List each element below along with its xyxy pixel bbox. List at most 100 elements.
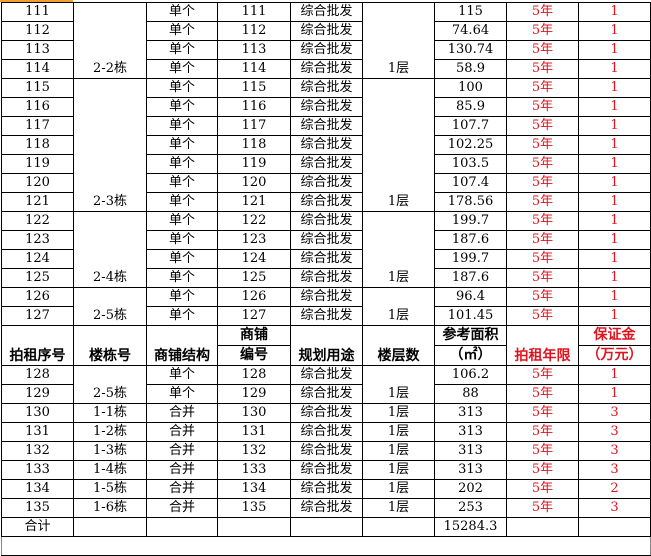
structure-cell[interactable]: 合并 — [146, 422, 218, 442]
lot-number-cell[interactable]: 134 — [1, 479, 74, 499]
deposit-cell[interactable]: 3 — [578, 498, 651, 518]
use-cell[interactable]: 综合批发 — [290, 365, 363, 385]
header-term[interactable]: 拍租年限 — [506, 325, 579, 366]
term-cell[interactable]: 5年 — [506, 365, 579, 385]
lot-number-cell[interactable]: 117 — [1, 116, 74, 136]
floor-cell[interactable]: 1层 — [362, 287, 435, 326]
use-cell[interactable]: 综合批发 — [290, 384, 363, 404]
area-cell[interactable]: 96.4 — [434, 287, 507, 307]
term-cell[interactable]: 5年 — [506, 97, 579, 117]
shop-number-cell[interactable]: 117 — [217, 116, 291, 136]
shop-number-cell[interactable]: 131 — [217, 422, 291, 442]
lot-number-cell[interactable]: 118 — [1, 135, 74, 155]
use-cell[interactable]: 综合批发 — [290, 422, 363, 442]
shop-number-cell[interactable]: 115 — [217, 78, 291, 98]
area-cell[interactable]: 130.74 — [434, 40, 507, 60]
area-cell[interactable]: 253 — [434, 498, 507, 518]
use-cell[interactable]: 综合批发 — [290, 441, 363, 461]
use-cell[interactable]: 综合批发 — [290, 306, 363, 326]
structure-cell[interactable]: 单个 — [146, 211, 218, 231]
area-cell[interactable]: 107.7 — [434, 116, 507, 136]
structure-cell[interactable]: 单个 — [146, 21, 218, 41]
lot-number-cell[interactable]: 122 — [1, 211, 74, 231]
deposit-cell[interactable]: 1 — [578, 287, 651, 307]
shop-number-cell[interactable]: 122 — [217, 211, 291, 231]
shop-number-cell[interactable]: 112 — [217, 21, 291, 41]
area-cell[interactable]: 187.6 — [434, 268, 507, 288]
floor-cell[interactable]: 1层 — [362, 211, 435, 288]
structure-cell[interactable]: 单个 — [146, 116, 218, 136]
building-cell[interactable]: 2-2栋 — [73, 2, 147, 79]
area-cell[interactable]: 58.9 — [434, 59, 507, 79]
shop-number-cell[interactable]: 130 — [217, 403, 291, 423]
floor-cell[interactable]: 1层 — [362, 460, 435, 480]
shop-number-cell[interactable]: 118 — [217, 135, 291, 155]
area-cell[interactable]: 199.7 — [434, 211, 507, 231]
cell[interactable] — [217, 517, 291, 537]
building-cell[interactable]: 1-5栋 — [73, 479, 147, 499]
header-area[interactable]: 参考面积 （㎡） — [434, 325, 507, 366]
header-shop-no[interactable]: 商铺 编号 — [217, 325, 291, 366]
shop-number-cell[interactable]: 133 — [217, 460, 291, 480]
deposit-cell[interactable]: 1 — [578, 249, 651, 269]
area-cell[interactable]: 178.56 — [434, 192, 507, 212]
header-use[interactable]: 规划用途 — [290, 325, 363, 366]
structure-cell[interactable]: 单个 — [146, 192, 218, 212]
lot-number-cell[interactable]: 112 — [1, 21, 74, 41]
blank-cell[interactable] — [1, 536, 651, 556]
term-cell[interactable]: 5年 — [506, 403, 579, 423]
building-cell[interactable]: 1-3栋 — [73, 441, 147, 461]
shop-number-cell[interactable]: 119 — [217, 154, 291, 174]
term-cell[interactable]: 5年 — [506, 306, 579, 326]
deposit-cell[interactable]: 1 — [578, 97, 651, 117]
building-cell[interactable]: 1-1栋 — [73, 403, 147, 423]
cell[interactable] — [290, 517, 363, 537]
building-cell[interactable]: 1-2栋 — [73, 422, 147, 442]
term-cell[interactable]: 5年 — [506, 479, 579, 499]
use-cell[interactable]: 综合批发 — [290, 173, 363, 193]
structure-cell[interactable]: 合并 — [146, 498, 218, 518]
use-cell[interactable]: 综合批发 — [290, 287, 363, 307]
lot-number-cell[interactable]: 115 — [1, 78, 74, 98]
lot-number-cell[interactable]: 133 — [1, 460, 74, 480]
floor-cell[interactable]: 1层 — [362, 365, 435, 404]
floor-cell[interactable]: 1层 — [362, 2, 435, 79]
term-cell[interactable]: 5年 — [506, 154, 579, 174]
lot-number-cell[interactable]: 124 — [1, 249, 74, 269]
shop-number-cell[interactable]: 128 — [217, 365, 291, 385]
deposit-cell[interactable]: 1 — [578, 2, 651, 22]
term-cell[interactable]: 5年 — [506, 384, 579, 404]
use-cell[interactable]: 综合批发 — [290, 40, 363, 60]
cell[interactable] — [578, 517, 651, 537]
structure-cell[interactable]: 合并 — [146, 403, 218, 423]
term-cell[interactable]: 5年 — [506, 441, 579, 461]
lot-number-cell[interactable]: 123 — [1, 230, 74, 250]
structure-cell[interactable]: 单个 — [146, 365, 218, 385]
deposit-cell[interactable]: 1 — [578, 365, 651, 385]
building-cell[interactable]: 2-5栋 — [73, 287, 147, 326]
structure-cell[interactable]: 单个 — [146, 249, 218, 269]
lot-number-cell[interactable]: 114 — [1, 59, 74, 79]
area-cell[interactable]: 88 — [434, 384, 507, 404]
deposit-cell[interactable]: 1 — [578, 230, 651, 250]
area-cell[interactable]: 100 — [434, 78, 507, 98]
lot-number-cell[interactable]: 119 — [1, 154, 74, 174]
structure-cell[interactable]: 单个 — [146, 2, 218, 22]
term-cell[interactable]: 5年 — [506, 2, 579, 22]
lot-number-cell[interactable]: 120 — [1, 173, 74, 193]
lot-number-cell[interactable]: 113 — [1, 40, 74, 60]
deposit-cell[interactable]: 3 — [578, 422, 651, 442]
deposit-cell[interactable]: 1 — [578, 21, 651, 41]
area-cell[interactable]: 101.45 — [434, 306, 507, 326]
area-cell[interactable]: 103.5 — [434, 154, 507, 174]
shop-number-cell[interactable]: 132 — [217, 441, 291, 461]
use-cell[interactable]: 综合批发 — [290, 211, 363, 231]
area-cell[interactable]: 102.25 — [434, 135, 507, 155]
shop-number-cell[interactable]: 123 — [217, 230, 291, 250]
shop-number-cell[interactable]: 125 — [217, 268, 291, 288]
deposit-cell[interactable]: 1 — [578, 59, 651, 79]
use-cell[interactable]: 综合批发 — [290, 460, 363, 480]
shop-number-cell[interactable]: 111 — [217, 2, 291, 22]
structure-cell[interactable]: 单个 — [146, 59, 218, 79]
floor-cell[interactable]: 1层 — [362, 403, 435, 423]
